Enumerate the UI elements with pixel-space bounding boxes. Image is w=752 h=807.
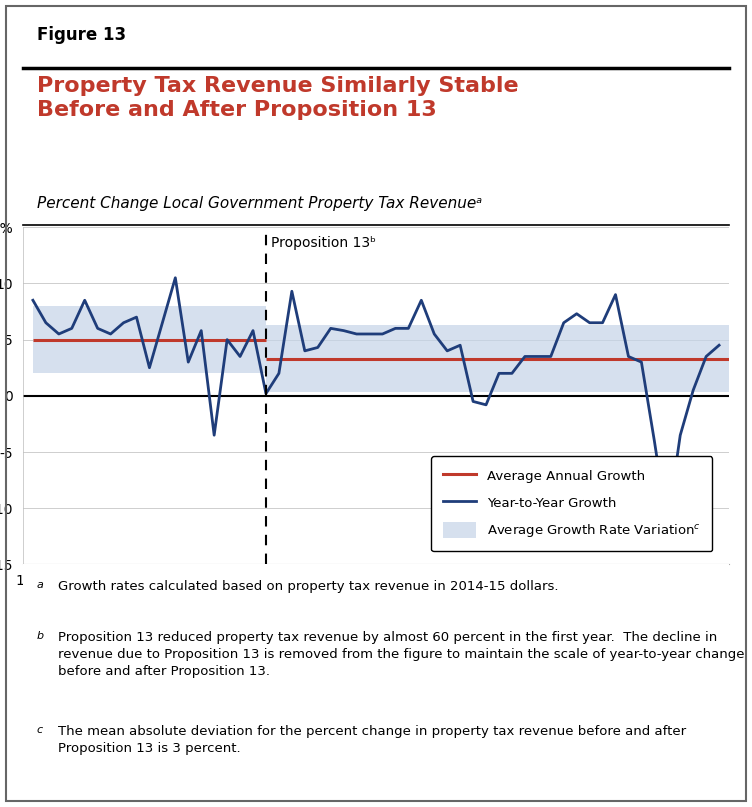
Text: Property Tax Revenue Similarly Stable
Before and After Proposition 13: Property Tax Revenue Similarly Stable Be… — [37, 76, 518, 120]
Text: Percent Change Local Government Property Tax Revenueᵃ: Percent Change Local Government Property… — [37, 195, 482, 211]
Text: c: c — [37, 725, 43, 734]
Legend: Average Annual Growth, Year-to-Year Growth, Average Growth Rate Variation$^c$: Average Annual Growth, Year-to-Year Grow… — [432, 456, 712, 551]
Text: Proposition 13 reduced property tax revenue by almost 60 percent in the first ye: Proposition 13 reduced property tax reve… — [58, 631, 744, 678]
Text: b: b — [37, 631, 44, 642]
Text: Growth rates calculated based on property tax revenue in 2014-15 dollars.: Growth rates calculated based on propert… — [58, 580, 559, 593]
Text: The mean absolute deviation for the percent change in property tax revenue befor: The mean absolute deviation for the perc… — [58, 725, 686, 755]
Text: Figure 13: Figure 13 — [37, 27, 126, 44]
Text: a: a — [37, 580, 44, 590]
Text: Proposition 13ᵇ: Proposition 13ᵇ — [271, 236, 376, 250]
